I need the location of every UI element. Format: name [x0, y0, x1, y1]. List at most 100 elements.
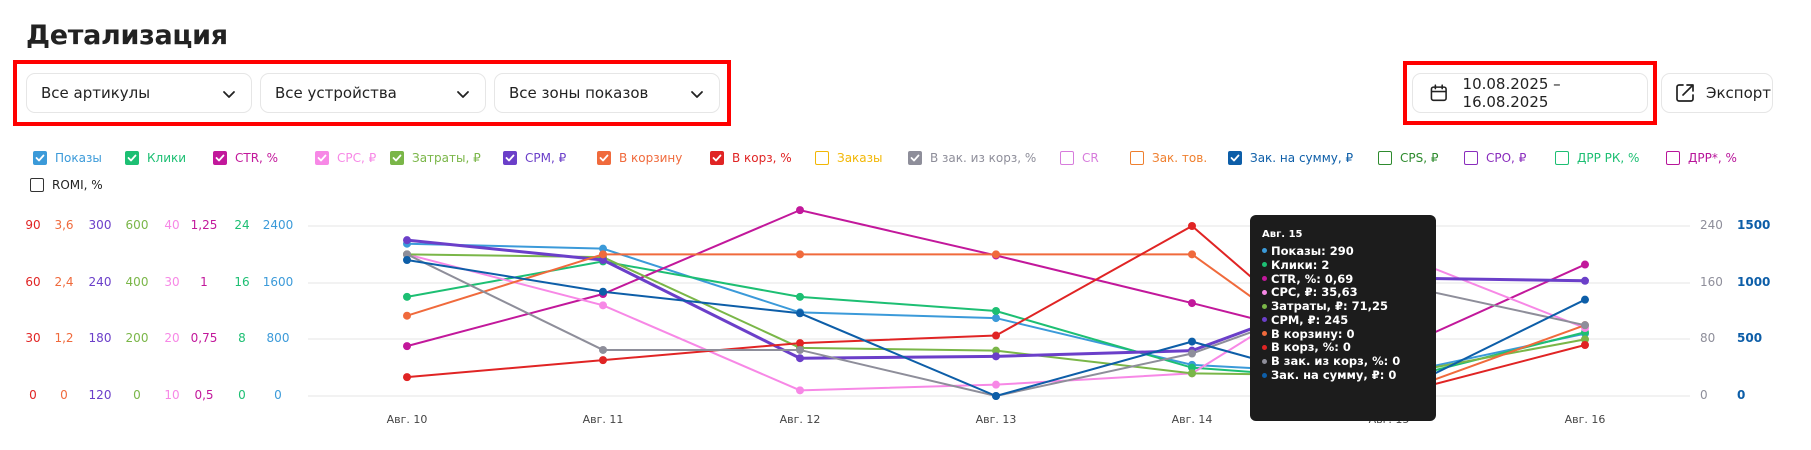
zones-select[interactable]: Все зоны показов: [494, 73, 720, 113]
checkbox-checked-icon[interactable]: [503, 151, 517, 165]
legend-item-зак-на-сумму[interactable]: Зак. на сумму, ₽: [1228, 151, 1353, 165]
tooltip-row: В корзину: 0: [1262, 327, 1424, 341]
y-axis-tick: 2,4: [54, 275, 74, 289]
chart-tooltip: Авг. 15 Показы: 290 Клики: 2 CTR, %: 0,69 C…: [1250, 215, 1436, 421]
data-point-в-корзину: [1188, 250, 1196, 259]
legend-label: Зак. тов.: [1152, 151, 1208, 165]
y-axis-tick: 90: [25, 218, 41, 232]
checkbox-unchecked-icon[interactable]: [1060, 151, 1074, 165]
legend-item-cps[interactable]: CPS, ₽: [1378, 151, 1439, 165]
y-axis-tick-right: 0: [1737, 388, 1746, 402]
y-axis-tick: 2400: [262, 218, 294, 232]
y-axis-tick: 1,25: [190, 218, 218, 232]
date-range-picker[interactable]: 10.08.2025 – 16.08.2025: [1412, 73, 1648, 113]
data-point-в-корз: [403, 373, 411, 382]
checkbox-checked-icon[interactable]: [315, 151, 329, 165]
data-point-в-корзину: [599, 250, 607, 259]
tooltip-row: Затраты, ₽: 71,25: [1262, 299, 1424, 313]
data-point-показы: [992, 314, 1000, 323]
checkbox-unchecked-icon[interactable]: [1378, 151, 1392, 165]
data-point-cpc: [796, 386, 804, 395]
checkbox-checked-icon[interactable]: [597, 151, 611, 165]
data-point-зак-на-сумму: [599, 287, 607, 296]
legend-item-cpo[interactable]: CPO, ₽: [1464, 151, 1526, 165]
tooltip-row: Клики: 2: [1262, 258, 1424, 272]
articles-select[interactable]: Все артикулы: [26, 73, 252, 113]
checkbox-checked-icon[interactable]: [33, 151, 47, 165]
legend-item-cr[interactable]: CR: [1060, 151, 1099, 165]
x-axis-label: Авг. 14: [1171, 413, 1213, 426]
legend-item-дрр[interactable]: ДРР*, %: [1666, 151, 1737, 165]
checkbox-checked-icon[interactable]: [213, 151, 227, 165]
y-axis-tick: 180: [88, 331, 112, 345]
y-axis-tick: 400: [125, 275, 149, 289]
legend-item-cpc[interactable]: CPC, ₽: [315, 151, 376, 165]
legend-item-в-корз[interactable]: В корз, %: [710, 151, 792, 165]
export-button[interactable]: Экспорт: [1661, 73, 1773, 113]
checkbox-unchecked-icon[interactable]: [1555, 151, 1569, 165]
data-point-показы: [599, 244, 607, 253]
checkbox-unchecked-icon[interactable]: [815, 151, 829, 165]
devices-select[interactable]: Все устройства: [260, 73, 486, 113]
checkbox-checked-icon[interactable]: [125, 151, 139, 165]
tooltip-row-text: В зак. из корз, %: 0: [1271, 354, 1401, 369]
legend-item-зак-тов[interactable]: Зак. тов.: [1130, 151, 1207, 165]
checkbox-checked-icon[interactable]: [1228, 151, 1242, 165]
checkbox-unchecked-icon[interactable]: [1130, 151, 1144, 165]
checkbox-checked-icon[interactable]: [710, 151, 724, 165]
data-point-cpc: [992, 380, 1000, 389]
data-point-cpc: [599, 301, 607, 310]
tooltip-title: Авг. 15: [1262, 229, 1303, 240]
data-point-в-зак-из-корз: [403, 250, 411, 259]
legend-item-дрр-рк[interactable]: ДРР РК, %: [1555, 151, 1639, 165]
data-point-зак-на-сумму: [1581, 295, 1589, 304]
export-label: Экспорт: [1706, 84, 1772, 102]
filters-highlight-box: [13, 60, 731, 126]
legend-item-в-корзину[interactable]: В корзину: [597, 151, 682, 165]
chevron-down-icon: [457, 91, 469, 98]
checkbox-unchecked-icon[interactable]: [30, 178, 44, 192]
legend-label: Показы: [55, 151, 102, 165]
y-axis-tick: 240: [88, 275, 112, 289]
tooltip-row: В зак. из корз, %: 0: [1262, 354, 1424, 368]
y-axis-tick: 0: [133, 388, 141, 402]
data-point-клики: [1188, 363, 1196, 372]
tooltip-row-text: В корз, %: 0: [1271, 340, 1351, 355]
articles-select-value: Все артикулы: [41, 84, 151, 102]
tooltip-row-text: CTR, %: 0,69: [1271, 271, 1354, 286]
y-axis-tick-right: 1000: [1737, 275, 1771, 289]
legend-item-заказы[interactable]: Заказы: [815, 151, 883, 165]
data-point-клики: [403, 292, 411, 301]
y-axis-tick: 24: [234, 218, 250, 232]
data-point-в-корзину: [992, 250, 1000, 259]
tooltip-row: Показы: 290: [1262, 244, 1424, 258]
legend-item-показы[interactable]: Показы: [33, 151, 102, 165]
legend-item-клики[interactable]: Клики: [125, 151, 186, 165]
tooltip-row-text: Затраты, ₽: 71,25: [1271, 299, 1389, 314]
data-point-ctr: [1581, 260, 1589, 269]
y-axis-tick: 300: [88, 218, 112, 232]
data-point-в-корз: [1188, 222, 1196, 230]
legend-item-в-зак-из-корз[interactable]: В зак. из корз, %: [908, 151, 1036, 165]
legend-label: В корз, %: [732, 151, 792, 165]
legend-label: Заказы: [837, 151, 883, 165]
legend-label: CTR, %: [235, 151, 279, 165]
legend-item-romi[interactable]: ROMI, %: [30, 178, 103, 192]
date-range-value: 10.08.2025 – 16.08.2025: [1462, 75, 1561, 111]
checkbox-unchecked-icon[interactable]: [1464, 151, 1478, 165]
series-dot-icon: [1262, 303, 1267, 309]
y-axis-tick: 600: [125, 218, 149, 232]
legend-label: ДРР РК, %: [1577, 151, 1640, 165]
legend-item-ctr[interactable]: CTR, %: [213, 151, 278, 165]
legend-label: ROMI, %: [52, 178, 103, 192]
export-icon: [1676, 84, 1694, 102]
checkbox-unchecked-icon[interactable]: [1666, 151, 1680, 165]
checkbox-checked-icon[interactable]: [390, 151, 404, 165]
data-point-ctr: [796, 206, 804, 215]
legend-item-cpm[interactable]: CPM, ₽: [503, 151, 566, 165]
legend-item-затраты[interactable]: Затраты, ₽: [390, 151, 481, 165]
data-point-в-корзину: [796, 250, 804, 259]
checkbox-checked-icon[interactable]: [908, 151, 922, 165]
legend-label: Затраты, ₽: [412, 151, 481, 165]
